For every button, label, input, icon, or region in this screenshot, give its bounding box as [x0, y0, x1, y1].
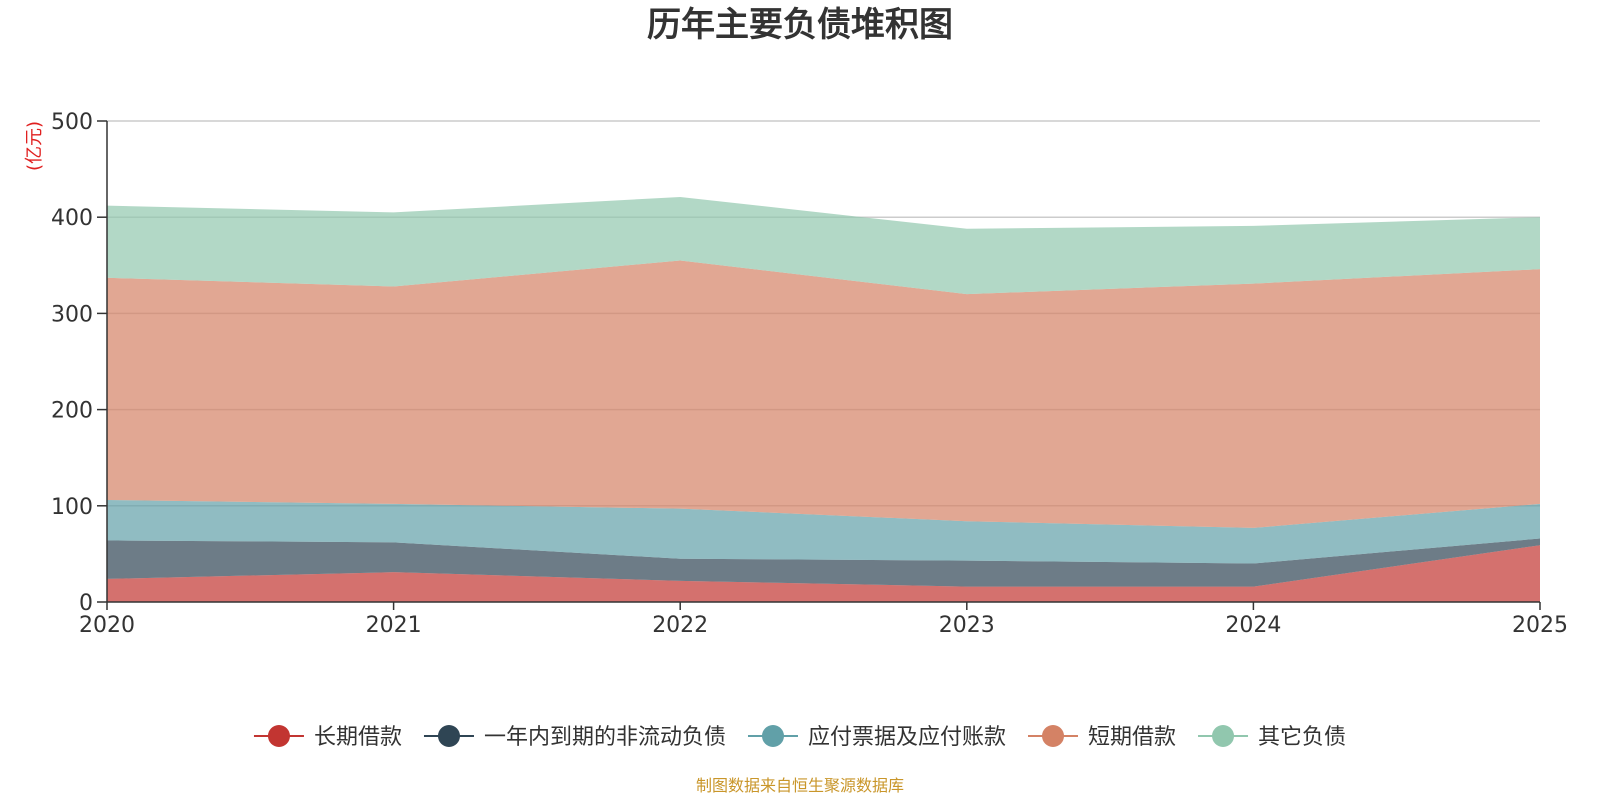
legend: 长期借款 一年内到期的非流动负债 应付票据及应付账款 短期借款 其它负债	[253, 725, 1346, 750]
area-series-4	[107, 196, 1540, 295]
area-series-1	[107, 538, 1540, 587]
legend-label-1: 一年内到期的非流动负债	[484, 725, 726, 750]
area-series-2	[107, 500, 1540, 564]
area-series-3	[107, 260, 1540, 528]
legend-marker-0	[267, 725, 290, 747]
y-tick-label-0: 0	[79, 591, 93, 616]
source-note: 制图数据来自恒生聚源数据库	[696, 776, 904, 795]
axes: 0 100 200 300 400 500 2020 2021 2022 2023 2024 2025	[51, 110, 1568, 638]
legend-item-0[interactable]: 长期借款	[253, 725, 402, 750]
x-tick-label-2023: 2023	[939, 613, 995, 638]
legend-marker-4	[1212, 725, 1235, 747]
x-tick-label-2025: 2025	[1512, 613, 1568, 638]
legend-label-0: 长期借款	[314, 725, 402, 750]
area-series-group	[107, 196, 1540, 602]
legend-marker-3	[1042, 725, 1065, 747]
y-tick-label-300: 300	[51, 302, 93, 327]
legend-label-3: 短期借款	[1088, 725, 1176, 750]
legend-item-2[interactable]: 应付票据及应付账款	[747, 725, 1006, 750]
legend-label-4: 其它负债	[1258, 725, 1346, 750]
y-tick-label-100: 100	[51, 495, 93, 520]
area-series-0	[107, 545, 1540, 602]
y-tick-label-400: 400	[51, 206, 93, 231]
x-tick-label-2024: 2024	[1225, 613, 1281, 638]
legend-marker-2	[761, 725, 784, 747]
legend-label-2: 应付票据及应付账款	[808, 725, 1006, 750]
legend-item-3[interactable]: 短期借款	[1028, 725, 1176, 750]
x-tick-label-2021: 2021	[366, 613, 422, 638]
y-tick-label-500: 500	[51, 110, 93, 135]
legend-item-1[interactable]: 一年内到期的非流动负债	[423, 725, 726, 750]
x-tick-label-2020: 2020	[79, 613, 135, 638]
chart-title: 历年主要负债堆积图	[647, 5, 953, 45]
y-axis-unit-label: (亿元)	[24, 121, 45, 171]
legend-marker-1	[437, 725, 460, 747]
legend-item-4[interactable]: 其它负债	[1198, 725, 1346, 750]
y-tick-label-200: 200	[51, 399, 93, 424]
x-tick-label-2022: 2022	[652, 613, 708, 638]
